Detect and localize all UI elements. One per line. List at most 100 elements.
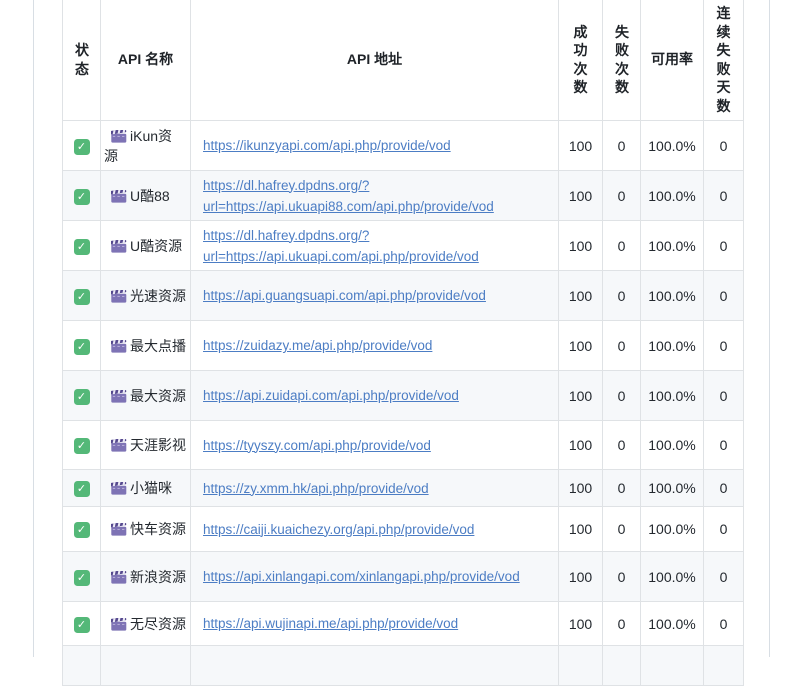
cell-clipped [641, 646, 704, 686]
cell-fail-count: 0 [603, 552, 641, 602]
api-url-link[interactable]: https://zy.xmm.hk/api.php/provide/vod [203, 481, 429, 496]
cell-fail-count: 0 [603, 602, 641, 646]
status-checked-icon: ✓ [74, 189, 90, 205]
cell-status: ✓ [63, 321, 101, 371]
cell-api-name: 天涯影视 [101, 421, 191, 470]
clapperboard-icon [111, 482, 127, 495]
column-header-fail: 失败次数 [603, 0, 641, 121]
cell-fail-count: 0 [603, 507, 641, 552]
cell-fail-count: 0 [603, 121, 641, 171]
cell-consecutive-fail-days: 0 [704, 421, 744, 470]
api-url-link[interactable]: https://api.guangsuapi.com/api.php/provi… [203, 288, 486, 303]
table-body: ✓ iKun资源 https://ikunzyapi.com/api.php/pro… [63, 121, 744, 686]
table-row: ✓ 天涯影视 https://tyyszy.com/api.php/provide/… [63, 421, 744, 470]
column-header-availability: 可用率 [641, 0, 704, 121]
clapperboard-icon [111, 190, 127, 203]
cell-consecutive-fail-days: 0 [704, 507, 744, 552]
cell-status: ✓ [63, 221, 101, 271]
api-name-text: 快车资源 [130, 521, 186, 537]
cell-availability: 100.0% [641, 321, 704, 371]
cell-api-url: https://dl.hafrey.dpdns.org/?url=https:/… [191, 171, 559, 221]
status-checked-icon: ✓ [74, 438, 90, 454]
status-checked-icon: ✓ [74, 289, 90, 305]
cell-api-url: https://api.guangsuapi.com/api.php/provi… [191, 271, 559, 321]
clapperboard-icon [111, 618, 127, 631]
cell-fail-count: 0 [603, 271, 641, 321]
api-url-link[interactable]: https://zuidazy.me/api.php/provide/vod [203, 338, 432, 353]
table-row: ✓ iKun资源 https://ikunzyapi.com/api.php/pro… [63, 121, 744, 171]
cell-api-name: 小猫咪 [101, 470, 191, 507]
cell-api-name: 快车资源 [101, 507, 191, 552]
api-url-link[interactable]: https://api.wujinapi.me/api.php/provide/… [203, 616, 458, 631]
api-name-text: 最大资源 [130, 388, 186, 404]
api-name-text: U酷88 [130, 188, 170, 204]
cell-consecutive-fail-days: 0 [704, 171, 744, 221]
clapperboard-icon [111, 240, 127, 253]
cell-status: ✓ [63, 421, 101, 470]
cell-success-count: 100 [559, 371, 603, 421]
cell-availability: 100.0% [641, 221, 704, 271]
cell-clipped [603, 646, 641, 686]
api-name-text: 光速资源 [130, 288, 186, 304]
clapperboard-icon [111, 340, 127, 353]
cell-success-count: 100 [559, 171, 603, 221]
clapperboard-icon-wrap [111, 439, 127, 452]
api-url-link[interactable]: https://api.xinlangapi.com/xinlangapi.ph… [203, 569, 520, 584]
api-name-text: 无尽资源 [130, 616, 186, 632]
api-url-link[interactable]: https://dl.hafrey.dpdns.org/?url=https:/… [203, 178, 494, 214]
clapperboard-icon-wrap [111, 190, 127, 203]
cell-consecutive-fail-days: 0 [704, 271, 744, 321]
cell-availability: 100.0% [641, 470, 704, 507]
column-header-name: API 名称 [101, 0, 191, 121]
clapperboard-icon-wrap [111, 130, 127, 143]
api-url-link[interactable]: https://ikunzyapi.com/api.php/provide/vo… [203, 138, 451, 153]
clapperboard-icon-wrap [111, 290, 127, 303]
cell-api-name: 最大资源 [101, 371, 191, 421]
clapperboard-icon-wrap [111, 571, 127, 584]
api-name-text: 天涯影视 [130, 437, 186, 453]
cell-availability: 100.0% [641, 121, 704, 171]
api-url-link[interactable]: https://dl.hafrey.dpdns.org/?url=https:/… [203, 228, 479, 264]
cell-success-count: 100 [559, 221, 603, 271]
table-row: ✓ U酷88 https://dl.hafrey.dpdns.org/?url=ht… [63, 171, 744, 221]
cell-fail-count: 0 [603, 221, 641, 271]
cell-consecutive-fail-days: 0 [704, 321, 744, 371]
status-checked-icon: ✓ [74, 139, 90, 155]
cell-api-url: https://caiji.kuaichezy.org/api.php/prov… [191, 507, 559, 552]
cell-api-url: https://tyyszy.com/api.php/provide/vod [191, 421, 559, 470]
cell-status: ✓ [63, 271, 101, 321]
cell-consecutive-fail-days: 0 [704, 221, 744, 271]
api-name-text: 新浪资源 [130, 569, 186, 585]
status-checked-icon: ✓ [74, 239, 90, 255]
cell-clipped [704, 646, 744, 686]
cell-clipped [101, 646, 191, 686]
cell-fail-count: 0 [603, 421, 641, 470]
cell-api-name: 新浪资源 [101, 552, 191, 602]
cell-status: ✓ [63, 470, 101, 507]
cell-status: ✓ [63, 121, 101, 171]
cell-api-url: https://dl.hafrey.dpdns.org/?url=https:/… [191, 221, 559, 271]
clapperboard-icon-wrap [111, 482, 127, 495]
column-header-consecutive_fail_days: 连续失败天数 [704, 0, 744, 121]
cell-consecutive-fail-days: 0 [704, 121, 744, 171]
table-row-clipped [63, 646, 744, 686]
cell-consecutive-fail-days: 0 [704, 602, 744, 646]
table-row: ✓ 光速资源 https://api.guangsuapi.com/api.php/… [63, 271, 744, 321]
api-name-text: U酷资源 [130, 238, 182, 254]
status-checked-icon: ✓ [74, 339, 90, 355]
api-url-link[interactable]: https://api.zuidapi.com/api.php/provide/… [203, 388, 459, 403]
cell-api-name: iKun资源 [101, 121, 191, 171]
status-checked-icon: ✓ [74, 522, 90, 538]
cell-success-count: 100 [559, 121, 603, 171]
cell-fail-count: 0 [603, 171, 641, 221]
api-url-link[interactable]: https://tyyszy.com/api.php/provide/vod [203, 438, 431, 453]
api-url-link[interactable]: https://caiji.kuaichezy.org/api.php/prov… [203, 522, 474, 537]
cell-api-name: U酷资源 [101, 221, 191, 271]
cell-fail-count: 0 [603, 470, 641, 507]
